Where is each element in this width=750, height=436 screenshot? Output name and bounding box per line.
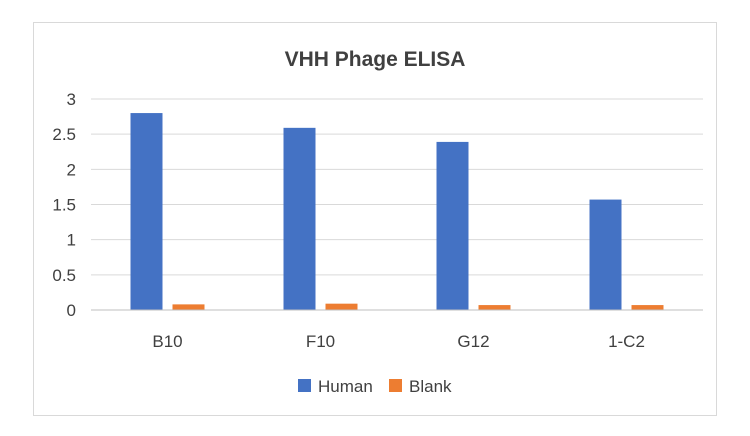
bar-blank-1-c2 xyxy=(631,305,664,310)
x-tick-label: B10 xyxy=(152,332,182,351)
y-tick-label: 0 xyxy=(67,301,76,320)
bar-blank-g12 xyxy=(478,305,511,310)
bars xyxy=(130,113,664,310)
y-tick-label: 1.5 xyxy=(52,196,76,215)
legend: Human Blank xyxy=(298,377,452,396)
y-tick-label: 3 xyxy=(67,90,76,109)
legend-label-blank: Blank xyxy=(409,377,452,396)
bar-human-1-c2 xyxy=(589,199,622,310)
bar-human-b10 xyxy=(130,113,163,310)
legend-swatch-human xyxy=(298,379,311,392)
bar-human-f10 xyxy=(283,127,316,310)
y-tick-label: 2 xyxy=(67,160,76,179)
x-axis-ticks: B10 F10 G12 1-C2 xyxy=(152,332,645,351)
y-tick-label: 1 xyxy=(67,231,76,250)
legend-swatch-blank xyxy=(389,379,402,392)
bar-human-g12 xyxy=(436,141,469,310)
y-tick-label: 2.5 xyxy=(52,125,76,144)
bar-blank-f10 xyxy=(325,303,358,310)
y-tick-label: 0.5 xyxy=(52,266,76,285)
x-tick-label: F10 xyxy=(306,332,335,351)
chart-title: VHH Phage ELISA xyxy=(285,48,466,71)
x-tick-label: 1-C2 xyxy=(608,332,645,351)
bar-blank-b10 xyxy=(172,304,205,310)
y-axis-ticks: 0 0.5 1 1.5 2 2.5 3 xyxy=(52,90,76,320)
x-tick-label: G12 xyxy=(457,332,489,351)
legend-label-human: Human xyxy=(318,377,373,396)
